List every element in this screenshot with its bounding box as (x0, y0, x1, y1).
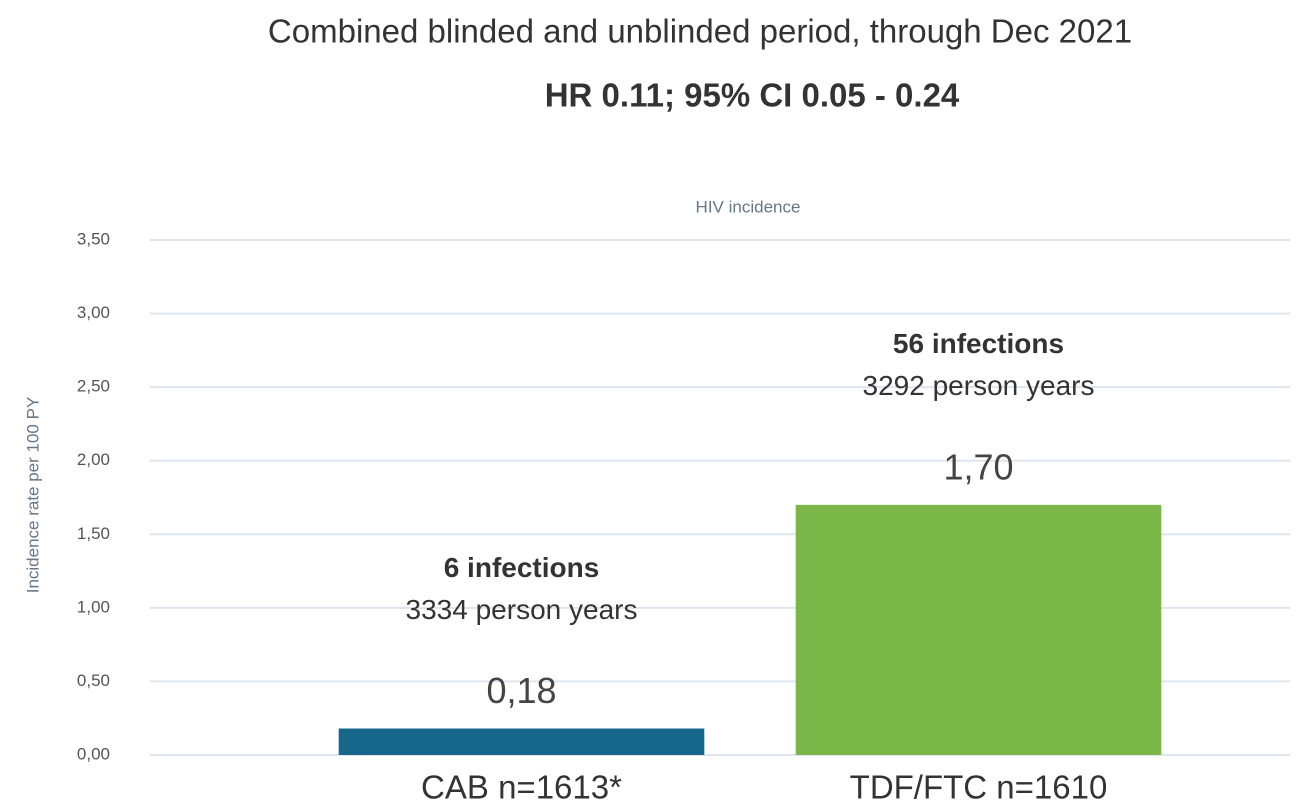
y-tick-label: 2,00 (77, 450, 110, 469)
annotation: 6 infections (444, 552, 600, 583)
x-tick-label: CAB n=1613* (421, 769, 622, 806)
annotation: 56 infections (893, 328, 1064, 359)
subtitle: HR 0.11; 95% CI 0.05 - 0.24 (545, 77, 960, 114)
y-tick-label: 1,50 (77, 524, 110, 543)
x-tick-label: TDF/FTC n=1610 (850, 769, 1108, 806)
bar (338, 728, 705, 755)
y-tick-label: 0,00 (77, 744, 110, 763)
value-label: 0,18 (486, 670, 556, 711)
y-tick-label: 2,50 (77, 377, 110, 396)
annotation: 3334 person years (406, 594, 638, 625)
chart-title: HIV incidence (696, 197, 801, 216)
y-tick-label: 1,00 (77, 597, 110, 616)
y-tick-label: 3,00 (77, 303, 110, 322)
y-axis-label: Incidence rate per 100 PY (23, 397, 42, 594)
bar (795, 504, 1162, 755)
value-label: 1,70 (943, 446, 1013, 487)
y-tick-label: 0,50 (77, 671, 110, 690)
title: Combined blinded and unblinded period, t… (268, 13, 1132, 50)
annotation: 3292 person years (863, 370, 1095, 401)
y-tick-label: 3,50 (77, 229, 110, 248)
